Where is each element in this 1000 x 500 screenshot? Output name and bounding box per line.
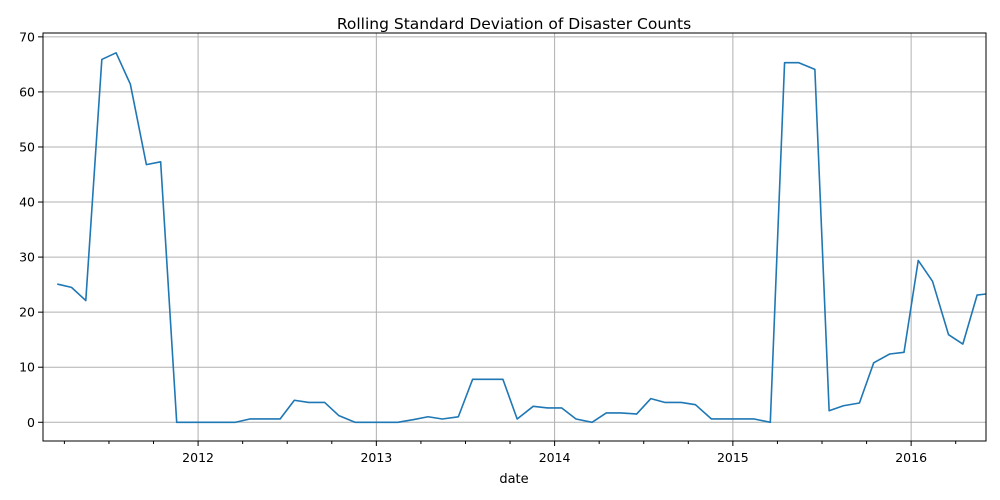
y-tick-label: 0 bbox=[27, 415, 35, 430]
y-tick-label: 30 bbox=[19, 250, 35, 265]
x-tick-label: 2014 bbox=[539, 450, 571, 465]
series-line-0 bbox=[57, 52, 986, 424]
plot-frame bbox=[42, 32, 987, 442]
series-layer bbox=[57, 52, 986, 424]
axis-ticks: 2012 2013 2014 2015 2016 0 10 20 30 40 50 60 70 bbox=[19, 29, 957, 465]
x-tick-label: 2015 bbox=[717, 450, 749, 465]
x-tick-label: 2016 bbox=[895, 450, 927, 465]
chart-title: Rolling Standard Deviation of Disaster C… bbox=[337, 15, 691, 33]
y-tick-label: 60 bbox=[19, 84, 35, 99]
grid bbox=[43, 33, 986, 441]
y-tick-label: 10 bbox=[19, 360, 35, 375]
y-tick-label: 50 bbox=[19, 139, 35, 154]
y-tick-label: 70 bbox=[19, 29, 35, 44]
y-tick-label: 40 bbox=[19, 195, 35, 210]
x-tick-label: 2012 bbox=[182, 450, 214, 465]
y-tick-label: 20 bbox=[19, 305, 35, 320]
x-tick-label: 2013 bbox=[360, 450, 392, 465]
x-axis-label: date bbox=[499, 472, 528, 487]
